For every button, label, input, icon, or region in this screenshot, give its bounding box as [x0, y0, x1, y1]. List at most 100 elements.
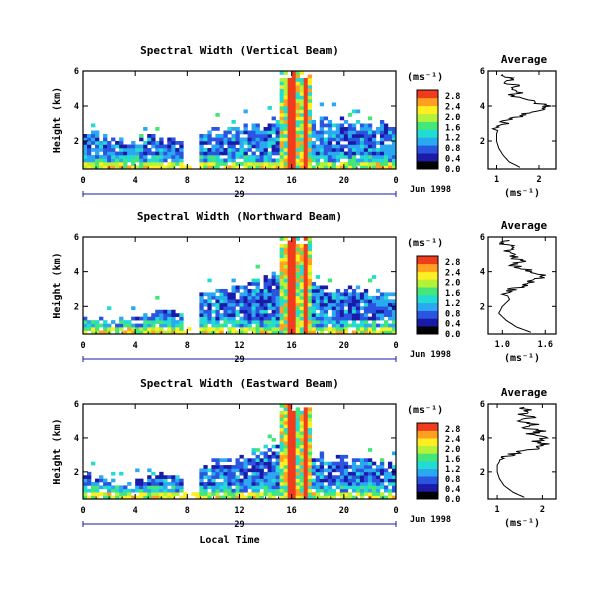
heatmap-cell: [391, 451, 397, 456]
heatmap-cell: [295, 414, 300, 418]
heatmap-cell: [291, 268, 296, 272]
heatmap-cell: [371, 155, 377, 159]
heatmap-cell: [235, 468, 240, 473]
heatmap-cell: [103, 141, 108, 145]
heatmap-cell: [311, 123, 317, 128]
heatmap-cell: [387, 495, 393, 500]
heatmap-cell: [247, 282, 252, 286]
heatmap-cell: [287, 485, 292, 490]
heatmap-cell: [303, 309, 309, 314]
heatmap-cell: [231, 330, 236, 335]
heatmap-cell: [247, 313, 252, 317]
heatmap-cell: [343, 316, 349, 321]
heatmap-cell: [271, 468, 276, 473]
heatmap-cell: [391, 144, 397, 149]
heatmap-cell: [227, 151, 232, 156]
heatmap-cell: [211, 323, 216, 328]
heatmap-cell: [239, 316, 244, 321]
colorbar-segment: [417, 483, 438, 486]
heatmap-cell: [367, 492, 373, 496]
heatmap-cell: [311, 492, 317, 496]
heatmap-cell: [295, 482, 300, 486]
heatmap-cell: [207, 306, 212, 311]
heatmap-cell: [371, 162, 377, 166]
heatmap-cell: [231, 306, 236, 311]
heatmap-cell: [247, 130, 252, 135]
heatmap-cell: [315, 471, 321, 476]
heatmap-cell: [383, 302, 389, 307]
heatmap-cell: [151, 327, 156, 331]
heatmap-cell: [207, 485, 212, 490]
heatmap-cell: [239, 285, 244, 290]
heatmap-cell: [367, 141, 373, 145]
heatmap-cell: [335, 306, 341, 311]
heatmap-cell: [271, 158, 276, 163]
heatmap-cell: [375, 323, 381, 328]
heatmap-cell: [255, 127, 260, 131]
heatmap-cell: [359, 299, 365, 304]
heatmap-cell: [363, 327, 369, 331]
heatmap-cell: [275, 306, 280, 311]
heatmap-cell: [307, 158, 313, 163]
heatmap-cell: [355, 309, 361, 314]
heatmap-cell: [375, 130, 381, 135]
heatmap-cell: [291, 134, 296, 138]
heatmap-cell: [159, 320, 164, 324]
heatmap-cell: [391, 478, 397, 483]
heatmap-cell: [367, 137, 373, 142]
heatmap-cell: [319, 461, 325, 466]
heatmap-cell: [139, 495, 144, 500]
heatmap-cell: [295, 313, 300, 317]
heatmap-cell: [199, 292, 204, 297]
heatmap-cell: [327, 295, 333, 300]
heatmap-cell: [371, 482, 377, 486]
heatmap-cell: [279, 454, 284, 459]
heatmap-cell: [179, 144, 184, 149]
heatmap-cell: [259, 134, 264, 138]
heatmap-cell: [355, 313, 361, 317]
heatmap-cell: [211, 488, 216, 493]
heatmap-cell: [151, 141, 156, 145]
heatmap-cell: [331, 495, 337, 500]
heatmap-cell: [171, 137, 176, 142]
heatmap-cell: [367, 123, 373, 128]
heatmap-cell: [299, 116, 304, 121]
heatmap-cell: [339, 327, 345, 331]
colorbar-segment: [417, 472, 438, 475]
heatmap-cell: [271, 306, 276, 311]
heatmap-cell: [367, 482, 373, 486]
heatmap-cell: [171, 488, 176, 493]
heatmap-cell: [359, 155, 365, 159]
heatmap-cell: [275, 151, 280, 156]
heatmap-cell: [267, 141, 272, 145]
heatmap-cell: [215, 127, 220, 131]
heatmap-cell: [243, 109, 248, 114]
heatmap-cell: [335, 485, 341, 490]
heatmap-cell: [139, 151, 144, 156]
heatmap-cell: [367, 485, 373, 490]
heatmap-cell: [387, 465, 393, 469]
colorbar-segment: [417, 312, 438, 315]
heatmap-cell: [123, 495, 128, 500]
heatmap-cell: [83, 148, 88, 152]
heatmap-cell: [239, 488, 244, 493]
heatmap-cell: [163, 155, 168, 159]
y-axis-label: Height (km): [51, 252, 63, 318]
heatmap-cell: [183, 165, 188, 170]
heatmap-cell: [255, 482, 260, 486]
heatmap-cell: [163, 158, 168, 163]
heatmap-cell: [331, 102, 337, 107]
heatmap-cell: [199, 306, 204, 311]
heatmap-cell: [215, 323, 220, 328]
heatmap-cell: [271, 127, 276, 131]
heatmap-cell: [371, 151, 377, 156]
heatmap-cell: [235, 330, 240, 335]
heatmap-cell: [247, 148, 252, 152]
heatmap-cell: [323, 306, 329, 311]
heatmap-cell: [159, 478, 164, 483]
heatmap-cell: [231, 482, 236, 486]
heatmap-cell: [255, 295, 260, 300]
heatmap-cell: [163, 488, 168, 493]
heatmap-cell: [383, 134, 389, 138]
heatmap-cell: [307, 306, 313, 311]
